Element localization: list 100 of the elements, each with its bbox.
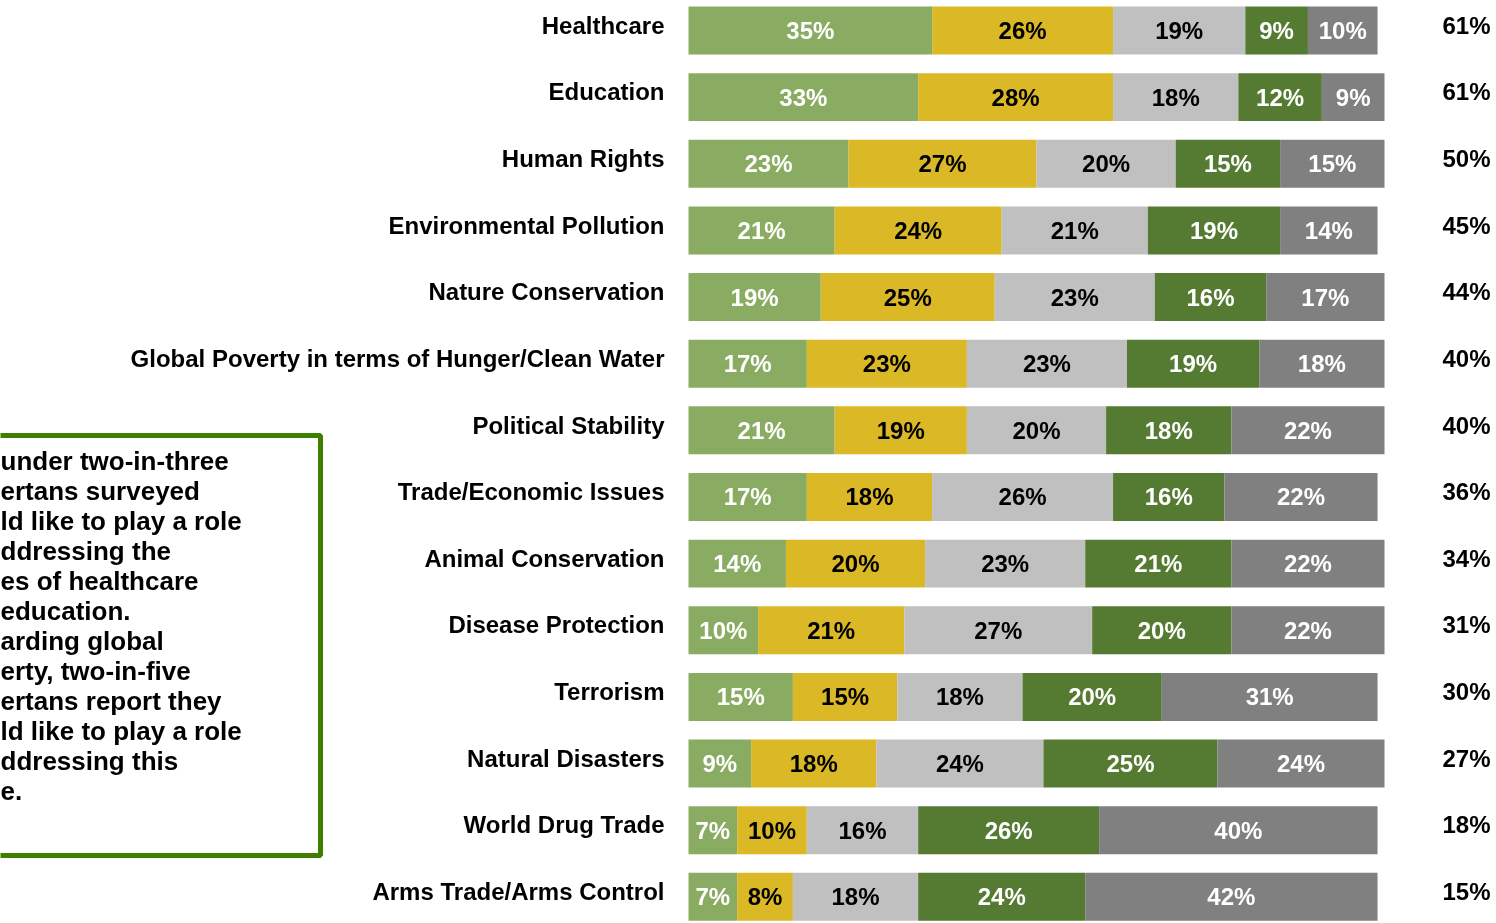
data-label: 23% (981, 550, 1030, 578)
bar (1085, 539, 1232, 588)
data-label: 24% (935, 750, 984, 778)
bar (834, 206, 1002, 255)
data-label: 15% (1308, 150, 1357, 178)
bar (1231, 606, 1385, 655)
bar (1224, 473, 1378, 521)
text: 30% (1442, 678, 1491, 706)
data-label: 10% (748, 816, 797, 844)
data-label: 33% (779, 83, 828, 111)
bar (1043, 739, 1218, 788)
bar (1001, 206, 1148, 255)
data-label: 26% (998, 16, 1047, 44)
y-tick-label: Trade/Economic Issues (397, 478, 665, 506)
data-label: 18% (1297, 350, 1346, 378)
data-label: 19% (1189, 216, 1239, 244)
data-label: 21% (807, 616, 856, 644)
bar (918, 73, 1114, 122)
data-label: 23% (744, 150, 793, 178)
text: 50% (1442, 144, 1491, 172)
text: 34% (1442, 544, 1491, 572)
data-label: 18% (935, 683, 984, 711)
y-tick-label: Environmental Pollution (388, 211, 665, 239)
data-label: 26% (998, 483, 1047, 511)
y-tick-label: Arms Trade/Arms Control (372, 878, 665, 906)
data-label: 23% (1022, 350, 1071, 378)
bar (1280, 139, 1385, 188)
bar (966, 406, 1107, 455)
data-label: 9% (1335, 83, 1371, 111)
y-tick-label: World Drug Trade (463, 811, 665, 839)
text: 27% (1442, 744, 1491, 772)
y-tick-label: Terrorism (554, 678, 665, 706)
bar (1036, 139, 1176, 188)
bar (1022, 672, 1162, 721)
data-label: 17% (1301, 283, 1350, 311)
text: under two-in-three ertans surveyed ld like to play a role ddressing the es of healthcare education. arding global erty, two-in-five ertans report they ld like to play a role ddressing this e. (0, 445, 242, 806)
data-label: 20% (1012, 416, 1061, 444)
bar (994, 273, 1155, 322)
text: 18% (1442, 811, 1491, 839)
bar (1154, 273, 1267, 322)
data-label: 12% (1256, 83, 1305, 111)
bar (688, 473, 807, 521)
bar (918, 806, 1100, 855)
bar (966, 339, 1127, 388)
bar (1161, 672, 1378, 721)
y-tick-label: Political Stability (472, 411, 666, 439)
bar (1266, 273, 1385, 322)
y-tick-label: Animal Conservation (424, 544, 665, 572)
text: 40% (1442, 344, 1491, 372)
data-label: 35% (786, 16, 835, 44)
data-label: 18% (1151, 83, 1200, 111)
bar (1175, 139, 1281, 188)
data-label: 18% (789, 750, 838, 778)
y-tick-label: Education (548, 78, 665, 106)
data-label: 21% (737, 216, 786, 244)
bar (1231, 539, 1385, 588)
bar (1217, 739, 1385, 788)
bar (897, 672, 1023, 721)
data-label: 15% (1203, 150, 1252, 178)
data-label: 25% (1106, 750, 1155, 778)
data-label: 42% (1207, 883, 1256, 911)
data-label: 26% (984, 816, 1033, 844)
bar (688, 339, 807, 388)
data-label: 10% (699, 616, 748, 644)
data-label: 22% (1283, 616, 1332, 644)
bar (848, 139, 1037, 188)
bar (834, 406, 967, 455)
data-label: 40% (1214, 816, 1263, 844)
bar (1099, 806, 1378, 855)
text: 44% (1442, 278, 1491, 306)
data-label: 19% (876, 416, 925, 444)
data-label: 16% (1144, 483, 1193, 511)
bar (806, 473, 933, 521)
data-label: 20% (831, 550, 880, 578)
data-label: 17% (723, 483, 772, 511)
bar (1092, 606, 1232, 655)
data-label: 19% (730, 283, 779, 311)
data-label: 21% (1134, 550, 1183, 578)
bar (688, 73, 919, 122)
data-label: 20% (1137, 616, 1186, 644)
text: 61% (1442, 11, 1491, 39)
data-label: 25% (883, 283, 932, 311)
bar (876, 739, 1044, 788)
data-label: 10% (1318, 16, 1367, 44)
bar (1231, 406, 1385, 455)
bar (1147, 206, 1281, 255)
data-label: 21% (737, 416, 786, 444)
data-label: 22% (1283, 416, 1332, 444)
y-tick-label: Human Rights (501, 144, 665, 172)
data-label: 19% (1169, 350, 1218, 378)
bar (932, 6, 1114, 55)
bar (751, 739, 877, 788)
bar (904, 606, 1093, 655)
bar (1106, 406, 1232, 455)
data-label: 17% (723, 350, 772, 378)
bar (1113, 6, 1246, 55)
data-label: 7% (695, 816, 731, 844)
y-tick-label: Nature Conservation (428, 278, 665, 306)
data-label: 28% (991, 83, 1040, 111)
text: 45% (1442, 211, 1491, 239)
